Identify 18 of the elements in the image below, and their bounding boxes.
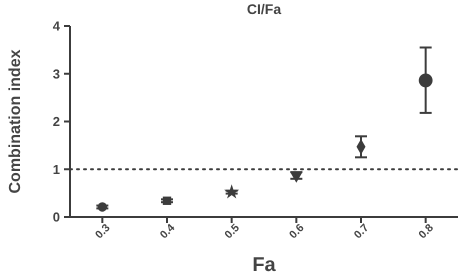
- chart-title: CI/Fa: [246, 1, 282, 17]
- y-tick-label: 4: [52, 18, 61, 34]
- y-tick-label: 1: [52, 162, 60, 177]
- x-tick-label: 0.5: [222, 222, 242, 242]
- y-axis-title: Combination index: [7, 49, 24, 194]
- y-tick-label: 3: [52, 66, 60, 82]
- point: [162, 196, 172, 205]
- y-tick-label: 2: [52, 114, 60, 130]
- point: [418, 74, 433, 88]
- x-tick-label: 0.6: [287, 222, 307, 242]
- y-tick-label: 0: [52, 210, 60, 225]
- x-tick-label: 0.8: [416, 222, 436, 242]
- x-axis-title: Fa: [252, 254, 277, 276]
- x-tick-label: 0.4: [158, 221, 178, 242]
- x-tick-label: 0.7: [352, 222, 372, 242]
- point: [98, 202, 108, 212]
- x-tick-label: 0.3: [93, 222, 113, 242]
- point: [224, 184, 240, 199]
